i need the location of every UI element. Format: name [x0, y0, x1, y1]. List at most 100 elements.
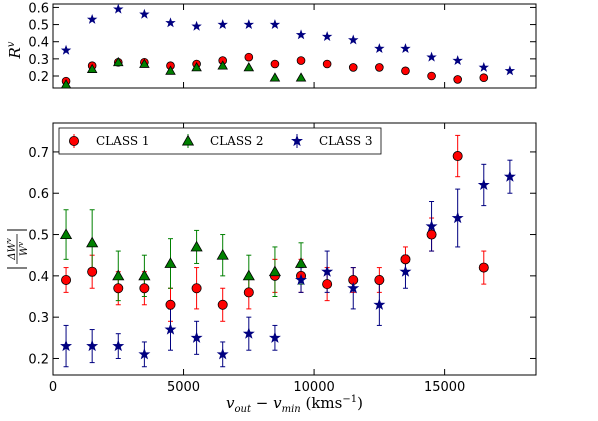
bottom-class1-point — [87, 266, 98, 277]
bottom-class1-point — [191, 283, 202, 294]
bottom-class1-point — [400, 254, 411, 265]
bottom-class3-point — [242, 327, 255, 339]
top-y-axis-label: Rv — [6, 41, 24, 59]
bottom-class3-point — [451, 211, 464, 224]
top-plot-frame — [52, 3, 537, 89]
legend-label-1: CLASS 1 — [96, 134, 150, 148]
bottom-class3-point — [86, 339, 99, 352]
top-class1-point — [375, 63, 384, 72]
top-class1-point — [322, 59, 332, 69]
top-class3-point — [217, 19, 228, 30]
top-class1-point — [296, 56, 306, 65]
top-class1-point — [244, 52, 254, 62]
top-class3-point — [139, 8, 150, 19]
top-class3-point — [243, 19, 255, 30]
bottom-xtick-label: 5000 — [167, 380, 200, 395]
bottom-class2-point — [86, 236, 99, 248]
bottom-xtick-label: 10000 — [293, 380, 334, 395]
bottom-class2-point — [112, 269, 125, 281]
bottom-class1-point — [426, 229, 437, 240]
top-class2-point — [269, 72, 281, 82]
bottom-class3-point — [347, 281, 360, 294]
top-class1-point — [270, 59, 280, 69]
top-class3-point — [374, 43, 385, 54]
bottom-class1-point — [113, 283, 124, 294]
bottom-class1-point — [374, 274, 385, 285]
top-class3-point — [113, 3, 124, 14]
top-class2-point — [243, 62, 255, 72]
top-class2-point — [112, 56, 124, 67]
bottom-class2-point — [216, 248, 229, 260]
legend-label-3: CLASS 3 — [319, 134, 373, 148]
top-class1-point — [479, 73, 489, 83]
top-class3-point — [348, 34, 359, 45]
top-class1-point — [348, 63, 358, 72]
bottom-class1-point — [322, 279, 333, 290]
top-class3-point — [60, 44, 72, 55]
top-class2-point — [295, 72, 307, 82]
legend-marker-3 — [291, 134, 303, 147]
fraction-denominator: Wv — [17, 242, 30, 256]
bottom-class3-point — [399, 265, 412, 277]
bottom-panel: 0.2 0.3 0.4 0.5 0.6 0.7 0 5000 10000 15000 CLASS 1… — [5, 122, 537, 415]
bottom-class3-point — [268, 331, 281, 343]
top-class1-point — [453, 75, 462, 84]
legend-box — [58, 127, 382, 155]
bottom-ytick-label: 0.7 — [28, 146, 49, 161]
bottom-class1-point — [139, 283, 150, 294]
top-class3-point — [269, 19, 281, 30]
top-panel: 0.2 0.3 0.4 0.5 0.6 Rv — [6, 1, 537, 89]
top-class3-point — [191, 20, 202, 31]
bottom-class3-point — [138, 348, 151, 360]
top-class3-point — [504, 65, 516, 76]
bottom-class1-point — [478, 262, 489, 273]
bottom-class2-point — [59, 228, 73, 239]
top-class2-point — [86, 63, 98, 73]
bottom-class2-point — [294, 257, 308, 268]
bottom-class2-point — [242, 269, 255, 281]
bottom-x-axis-label: vout − vmin (kms−1) — [226, 394, 363, 415]
top-ytick-label: 0.2 — [28, 70, 49, 85]
legend: CLASS 1 CLASS 2 CLASS 3 — [58, 127, 382, 155]
bottom-xtick-label: 0 — [49, 380, 57, 395]
bottom-class2-point — [138, 269, 151, 281]
top-ytick-label: 0.3 — [28, 53, 49, 68]
top-class2-point — [165, 65, 176, 75]
bottom-xtick-label: 15000 — [424, 380, 465, 395]
bottom-class1-point — [165, 299, 176, 310]
bottom-class3-point — [373, 298, 386, 310]
bottom-class3-point — [477, 178, 490, 191]
top-class2-point — [191, 62, 202, 72]
bottom-ytick-label: 0.6 — [28, 187, 49, 202]
top-class2-point — [139, 58, 150, 68]
bottom-class3-point — [503, 170, 516, 182]
bottom-class3-point — [216, 348, 229, 360]
top-class1-point — [427, 71, 436, 81]
top-ytick-label: 0.4 — [28, 36, 49, 51]
bottom-ytick-label: 0.2 — [28, 352, 49, 367]
top-class3-point — [165, 17, 176, 28]
top-class2-point — [217, 60, 228, 70]
bottom-ytick-label: 0.5 — [28, 229, 49, 244]
top-class3-point — [295, 29, 307, 40]
legend-label-2: CLASS 2 — [210, 134, 264, 148]
fraction-numerator: ΔWv — [5, 238, 18, 261]
top-class3-point — [478, 61, 489, 72]
bottom-ytick-label: 0.3 — [28, 311, 49, 326]
bottom-class1-point — [61, 274, 72, 285]
top-class2-point — [60, 79, 72, 89]
bottom-class3-point — [164, 323, 177, 335]
bottom-class3-point — [190, 331, 203, 343]
top-class1-point — [401, 66, 410, 76]
top-class3-point — [426, 51, 437, 62]
top-class3-point — [321, 31, 333, 42]
bottom-class3-point — [321, 265, 334, 277]
bottom-class3-point — [295, 273, 308, 286]
top-class3-point — [400, 43, 411, 54]
legend-marker-2 — [181, 134, 195, 146]
bottom-ytick-label: 0.4 — [28, 270, 49, 285]
bottom-class2-point — [190, 240, 203, 252]
bottom-class2-point — [164, 257, 177, 268]
top-class3-point — [86, 13, 98, 24]
